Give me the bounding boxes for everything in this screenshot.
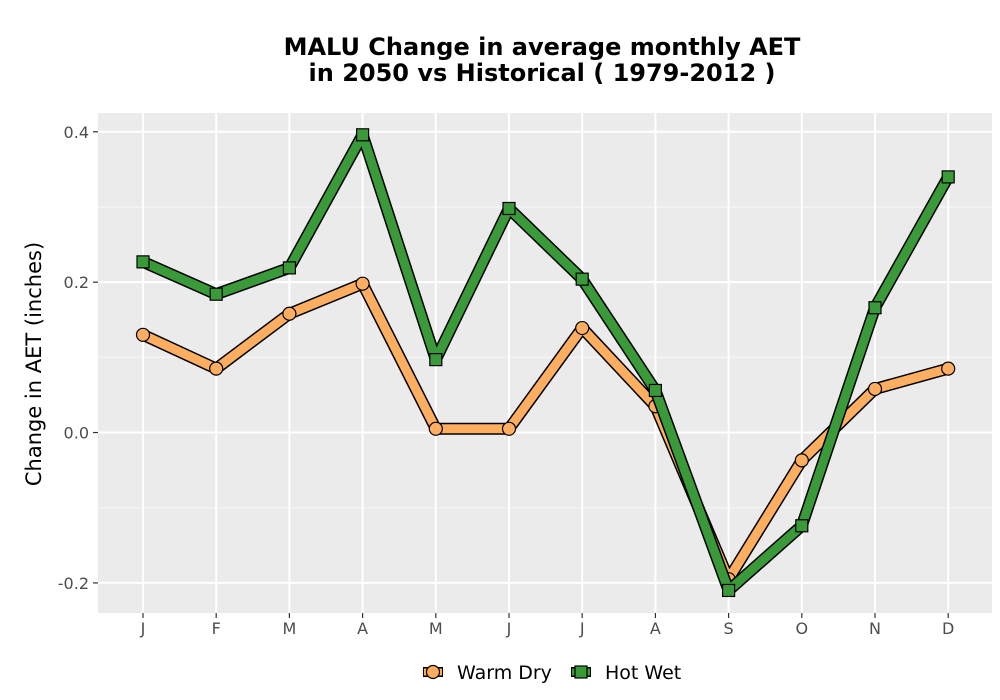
legend: Warm Dry Hot Wet: [423, 662, 681, 684]
y-tick-label: 0.2: [64, 273, 89, 292]
plot-panel: [98, 113, 992, 613]
data-point: [721, 583, 736, 598]
data-point: [941, 361, 956, 376]
x-tick-label: A: [650, 619, 661, 638]
x-tick-label: J: [579, 619, 585, 638]
data-point: [282, 261, 296, 275]
x-tick-label: F: [212, 619, 221, 638]
data-point: [794, 453, 809, 468]
series-line: [138, 130, 953, 595]
y-tick-label: 0.4: [64, 123, 89, 142]
x-tick-label: A: [357, 619, 368, 638]
legend-label: Hot Wet: [605, 662, 681, 684]
series-warm-dry: [135, 276, 956, 587]
data-point: [648, 383, 663, 398]
x-tick-label: M: [282, 619, 296, 638]
data-point: [795, 519, 809, 533]
axis-layer: -0.2 0.0 0.2 0.4 J F M A M J J A S O N D: [58, 123, 955, 638]
data-point: [502, 201, 516, 216]
series-layer: [135, 128, 956, 598]
data-point: [428, 421, 443, 436]
grid-lines: [98, 113, 992, 613]
x-tick-label: O: [796, 619, 809, 638]
data-point: [356, 128, 370, 142]
data-point: [575, 272, 589, 286]
data-point: [209, 287, 223, 301]
data-point: [136, 255, 150, 269]
data-point: [355, 276, 370, 291]
data-point: [501, 421, 517, 436]
x-tick-label: J: [506, 619, 512, 638]
legend-key-marker: [574, 665, 588, 679]
data-point: [867, 381, 883, 397]
series-hot-wet: [136, 128, 955, 598]
y-axis-title: Change in AET (inches): [22, 242, 46, 486]
y-tick-label: 0.0: [64, 424, 89, 443]
data-point: [282, 306, 297, 321]
x-tick-label: D: [942, 619, 954, 638]
data-point: [941, 170, 955, 184]
x-tick-label: M: [429, 619, 443, 638]
x-tick-label: N: [869, 619, 881, 638]
data-point: [135, 327, 151, 342]
x-tick-label: S: [724, 619, 734, 638]
x-tick-label: J: [140, 619, 146, 638]
legend-label: Warm Dry: [457, 662, 552, 684]
legend-item: Hot Wet: [571, 662, 681, 684]
series-line: [138, 279, 953, 584]
data-point: [429, 353, 443, 367]
chart-title-line-1: MALU Change in average monthly AET: [284, 33, 801, 61]
y-tick-label: -0.2: [58, 574, 89, 593]
legend-item: Warm Dry: [423, 662, 552, 684]
data-point: [868, 301, 882, 315]
chart-title-line-2: in 2050 vs Historical ( 1979-2012 ): [309, 59, 776, 87]
data-point: [209, 361, 224, 376]
legend-key-marker: [425, 664, 441, 680]
data-point: [575, 320, 590, 336]
